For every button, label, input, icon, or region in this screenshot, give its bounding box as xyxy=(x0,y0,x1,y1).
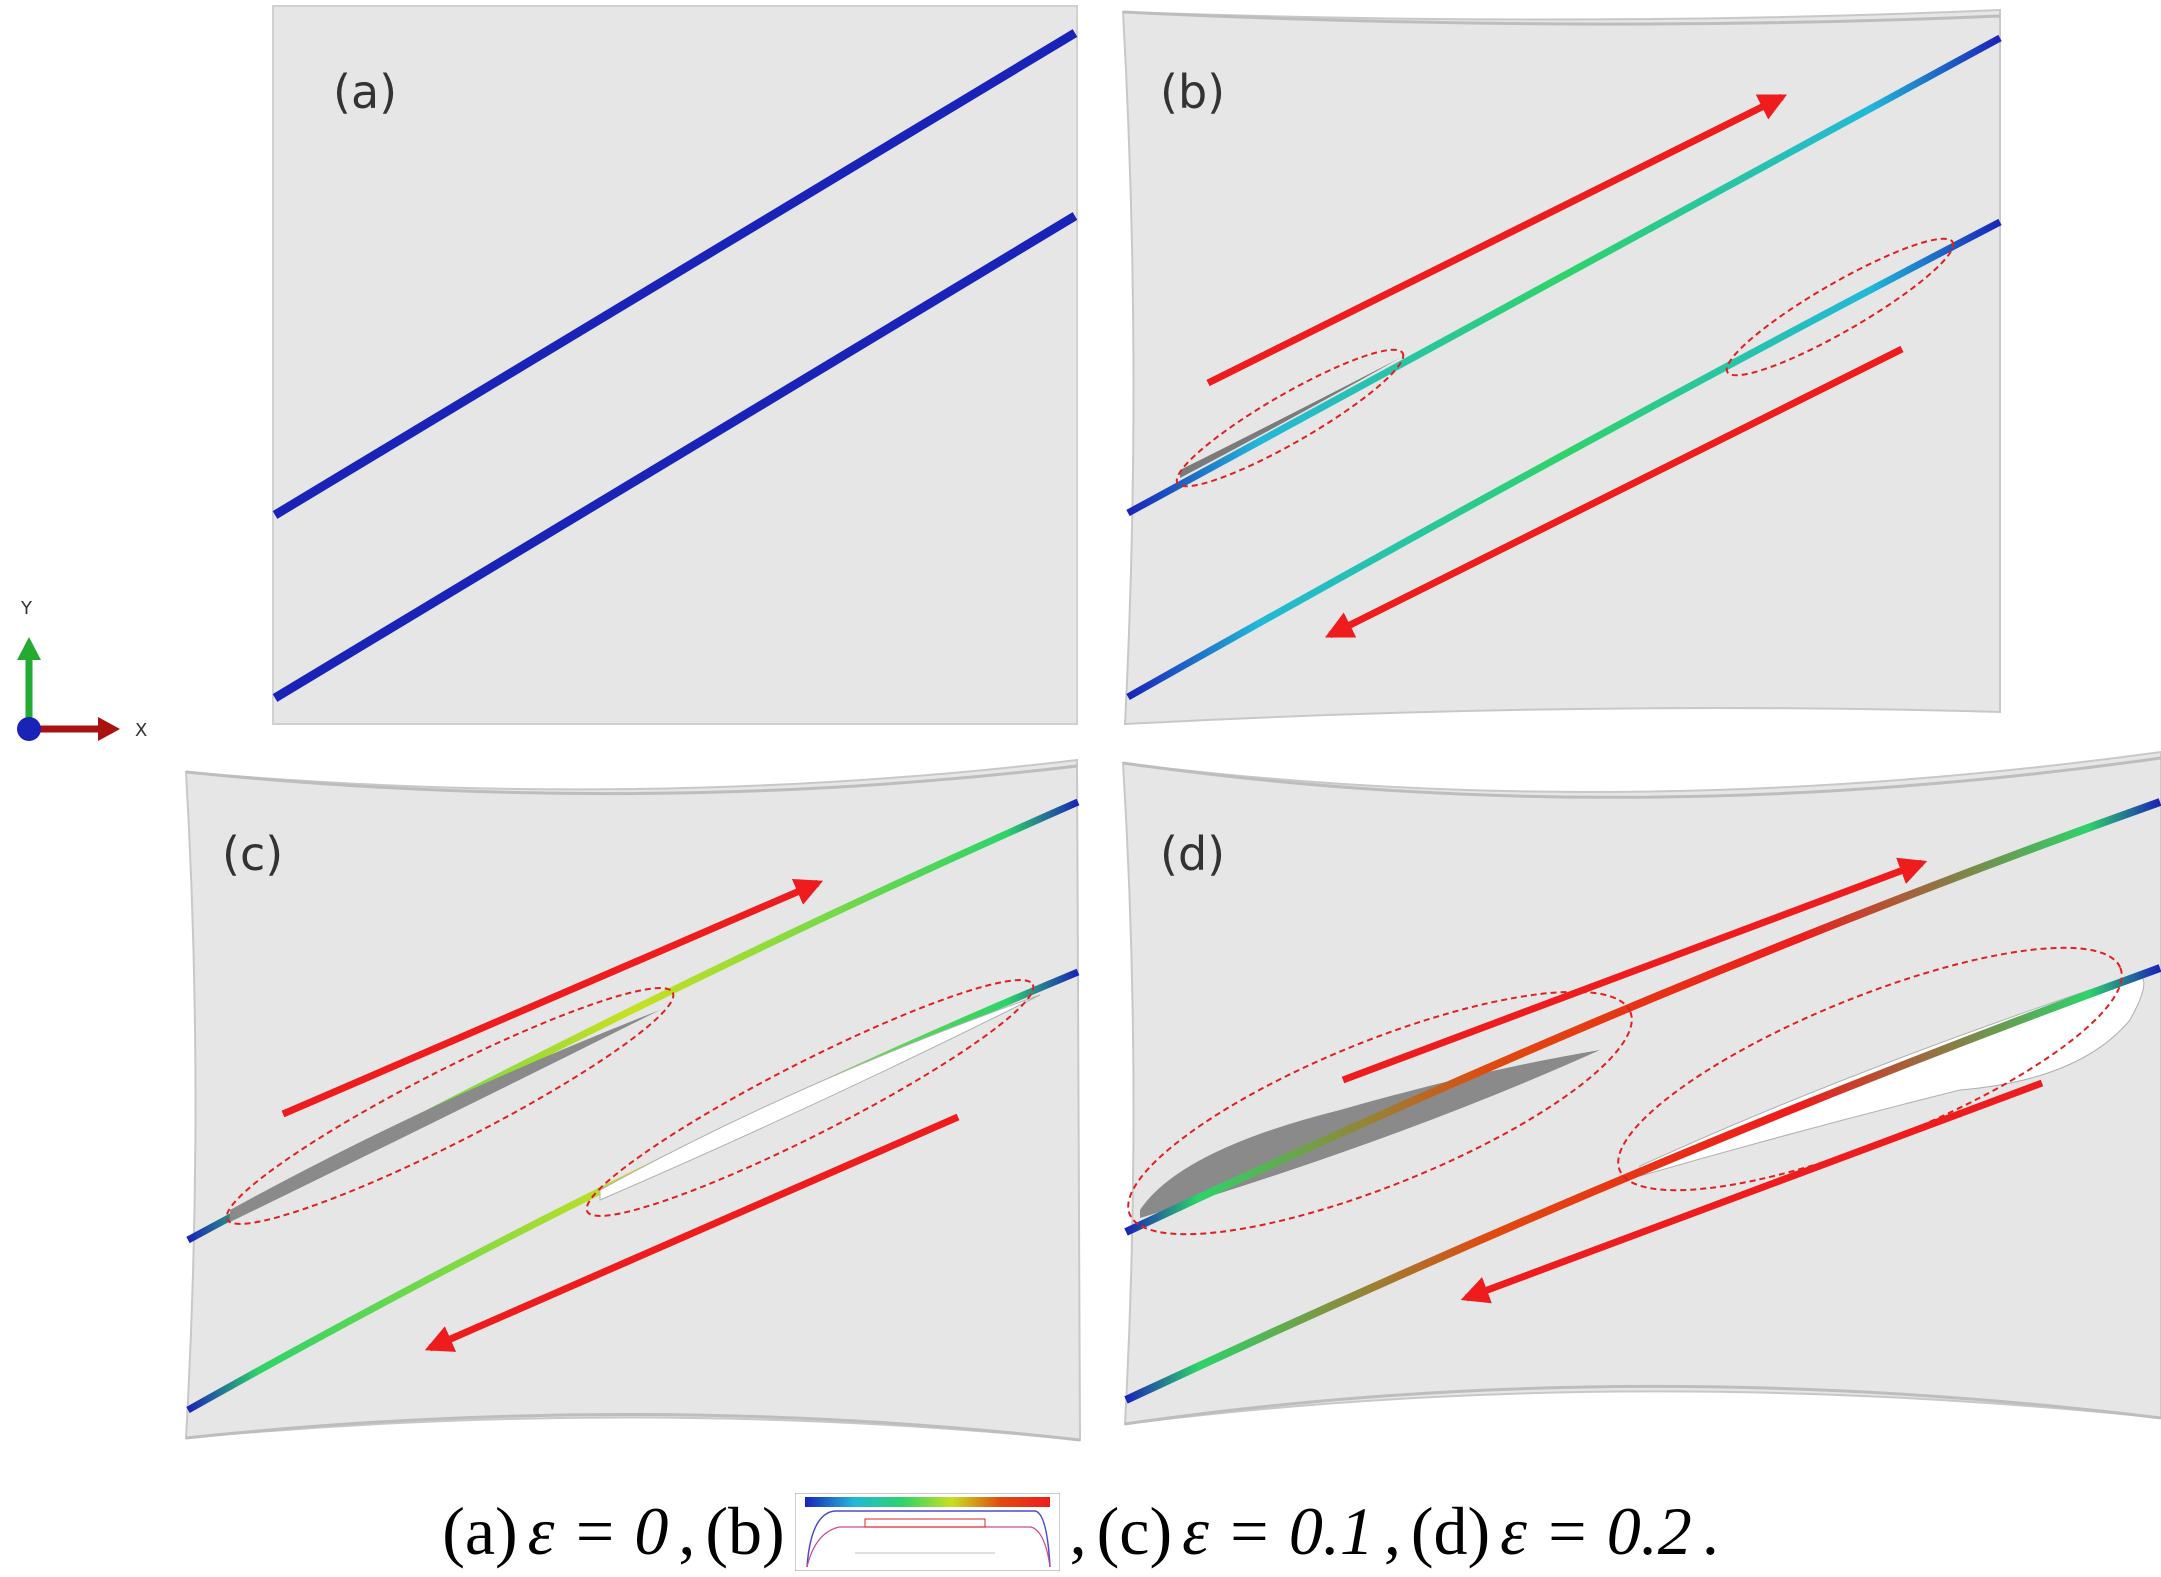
x-arrow-head xyxy=(98,717,120,741)
panel-label-c: (c) xyxy=(222,827,283,881)
caption-strain-c: ε = 0.1 xyxy=(1182,1493,1374,1569)
specimen-a xyxy=(272,5,1078,725)
shear-band-lower-d xyxy=(1124,964,2161,1404)
bottom-edge-c xyxy=(185,1413,1081,1442)
arrow-right-d xyxy=(1341,857,1928,1084)
crack-upper-b xyxy=(1180,358,1400,478)
bottom-edge-d xyxy=(1124,1384,2161,1426)
panel-label-b: (b) xyxy=(1160,65,1225,119)
panel-b: (b) xyxy=(1121,8,2002,726)
caption-strain-d: ε = 0.2 xyxy=(1500,1493,1692,1569)
specimen-d xyxy=(1121,750,2161,1426)
crack-lower-d xyxy=(1639,975,2145,1177)
axis-triad: Y X xyxy=(17,598,147,741)
panel-a: (a) xyxy=(272,5,1078,725)
caption-label-a: (a) xyxy=(442,1493,518,1569)
shear-band-upper-b xyxy=(1126,34,2002,517)
top-edge-c xyxy=(185,764,1078,796)
caption-sep-1: , xyxy=(678,1493,696,1569)
caption-label-c: (c) xyxy=(1096,1493,1173,1569)
axis-origin xyxy=(17,717,41,741)
panel-label-d: (d) xyxy=(1160,827,1225,881)
ellipse-lower-c xyxy=(585,979,1035,1217)
ellipse-upper-c xyxy=(225,987,675,1225)
y-arrow-head xyxy=(17,637,41,660)
caption-sep-3: , xyxy=(1383,1493,1401,1569)
arrow-left-b xyxy=(1324,345,1904,639)
caption-inline-chart-thumbnail xyxy=(794,1492,1060,1571)
ellipse-lower-b xyxy=(1725,237,1955,377)
panel-c: (c) xyxy=(184,758,1082,1442)
x-axis-label: X xyxy=(135,720,147,741)
top-edge-b xyxy=(1122,10,2001,26)
shear-band-lower-b xyxy=(1126,218,2002,701)
caption-label-b: (b) xyxy=(705,1493,785,1569)
arrow-right-c xyxy=(281,879,824,1118)
specimen-b xyxy=(1121,8,2001,726)
ellipse-upper-b xyxy=(1175,348,1405,488)
figure-caption: (a) ε = 0 , (b) , (c) ε = 0.1 , (d) ε = … xyxy=(0,1486,2161,1577)
caption-label-d: (d) xyxy=(1410,1493,1491,1569)
crack-lower-c xyxy=(599,994,1041,1201)
caption-sep-2: , xyxy=(1069,1493,1087,1569)
caption-strain-a: ε = 0 xyxy=(527,1493,669,1569)
shear-band-upper-d xyxy=(1124,798,2161,1236)
arrow-right-b xyxy=(1206,93,1788,387)
arrow-left-c xyxy=(424,1113,960,1352)
caption-end: . xyxy=(1701,1493,1719,1569)
y-axis-label: Y xyxy=(20,598,33,619)
top-edge-d xyxy=(1122,756,2161,799)
shear-band-upper-a xyxy=(272,29,1078,519)
arrow-left-d xyxy=(1460,1079,2044,1304)
crack-upper-c xyxy=(230,1010,660,1222)
ellipse-upper-d xyxy=(1127,990,1633,1236)
panel-d: (d) xyxy=(1121,750,2161,1426)
panel-label-a: (a) xyxy=(333,65,397,119)
shear-band-lower-a xyxy=(272,212,1078,702)
specimen-c xyxy=(184,758,1082,1442)
